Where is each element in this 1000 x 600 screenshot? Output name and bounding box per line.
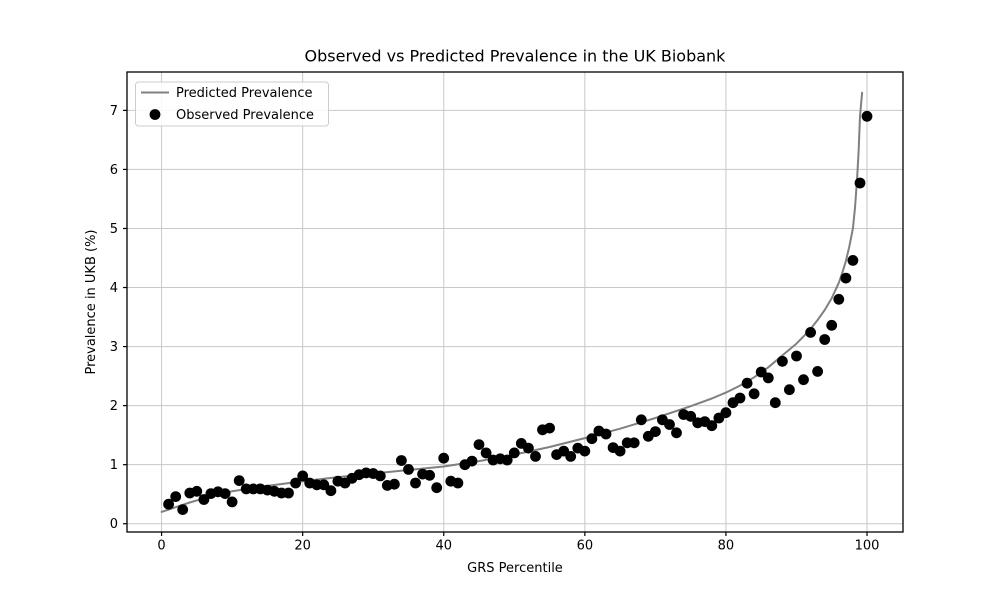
observed-point (410, 477, 421, 489)
legend: Predicted Prevalence Observed Prevalence (135, 81, 329, 127)
observed-point (826, 319, 838, 331)
observed-point (769, 397, 781, 409)
observed-point (530, 451, 541, 462)
observed-point (219, 488, 231, 499)
observed-point (685, 410, 697, 422)
x-axis-label: GRS Percentile (467, 561, 563, 576)
legend-marker-sample (149, 109, 161, 120)
legend-box (135, 81, 329, 127)
observed-point (233, 475, 245, 486)
observed-point (424, 469, 435, 481)
observed-point (403, 464, 414, 475)
observed-point (777, 355, 788, 367)
legend-item-predicted: Predicted Prevalence (176, 86, 312, 101)
observed-point (480, 447, 492, 459)
observed-point (163, 498, 175, 510)
observed-point (431, 482, 443, 494)
observed-point (389, 478, 400, 490)
observed-point (325, 485, 337, 497)
observed-point (650, 426, 661, 437)
observed-point (635, 414, 647, 426)
observed-point (784, 384, 795, 396)
observed-point (805, 327, 816, 338)
observed-point (741, 377, 753, 389)
observed-point (812, 366, 823, 377)
tick-layer: 0 20 40 60 80 100 0 1 2 3 4 5 6 7 (110, 104, 880, 554)
observed-point (508, 447, 520, 459)
y-axis-label: Prevalence in UKB (%) (84, 229, 99, 374)
observed-point (452, 477, 464, 489)
observed-point (840, 272, 852, 284)
x-tick-label: 100 (855, 539, 880, 554)
y-tick-label: 1 (110, 458, 118, 473)
x-tick-label: 80 (718, 539, 735, 554)
observed-point (833, 293, 845, 305)
observed-point (819, 334, 831, 345)
observed-point (847, 255, 859, 266)
y-tick-label: 4 (110, 281, 118, 296)
data-layer (160, 91, 873, 515)
x-tick-label: 60 (577, 539, 594, 554)
observed-point (177, 504, 189, 515)
y-tick-label: 0 (110, 517, 118, 532)
y-tick-label: 2 (110, 399, 118, 414)
observed-point (628, 437, 640, 449)
observed-point (544, 422, 555, 434)
observed-point (854, 177, 866, 189)
observed-point (226, 496, 238, 508)
observed-point (614, 445, 626, 457)
observed-point (762, 372, 774, 384)
grid-layer (127, 72, 903, 532)
x-tick-label: 40 (435, 539, 452, 554)
observed-point (734, 392, 746, 404)
observed-point (523, 442, 534, 454)
legend-item-observed: Observed Prevalence (176, 108, 314, 123)
observed-point (791, 350, 802, 362)
plot-area-border (126, 71, 904, 533)
x-tick-label: 0 (157, 539, 165, 554)
y-tick-label: 5 (110, 222, 118, 237)
observed-point (664, 419, 675, 430)
observed-point (755, 366, 767, 378)
observed-point (396, 455, 407, 466)
observed-point (671, 427, 682, 439)
observed-point (318, 479, 330, 491)
chart-title: Observed vs Predicted Prevalence in the … (305, 47, 727, 66)
observed-point (191, 485, 203, 497)
observed-point (283, 487, 294, 499)
observed-point (374, 470, 386, 482)
observed-point (438, 452, 450, 464)
observed-point (720, 407, 732, 419)
observed-point (170, 491, 182, 502)
y-tick-label: 3 (110, 340, 118, 355)
observed-point (861, 110, 873, 122)
y-tick-label: 7 (110, 104, 118, 119)
observed-point (466, 455, 478, 467)
observed-point (579, 445, 591, 457)
observed-point (798, 374, 809, 386)
observed-point (565, 451, 577, 462)
observed-point (748, 388, 760, 400)
observed-point (600, 428, 612, 440)
observed-point (586, 433, 598, 445)
observed-point (297, 470, 309, 482)
observed-point (501, 454, 513, 466)
x-tick-label: 20 (294, 539, 311, 554)
observed-point (473, 439, 485, 450)
y-tick-label: 6 (110, 163, 118, 178)
observed-point (706, 420, 718, 432)
observed-point (290, 477, 301, 489)
